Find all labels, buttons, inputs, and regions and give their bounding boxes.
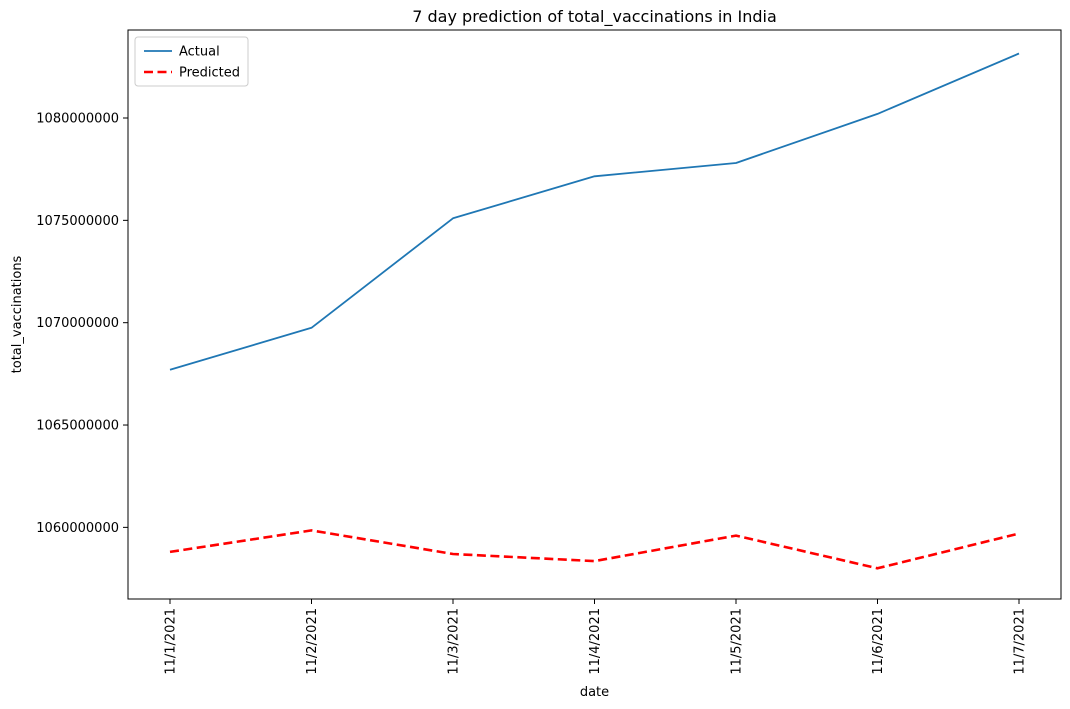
y-axis-title: total_vaccinations (10, 255, 25, 373)
legend: Actual Predicted (134, 36, 249, 87)
y-axis: 1060000000 1065000000 1070000000 1075000000… (36, 112, 128, 536)
x-tick-label: 11/2/2021 (305, 608, 320, 675)
legend-label-actual: Actual (179, 45, 220, 60)
x-tick-label: 11/4/2021 (588, 608, 603, 675)
x-tick-label: 11/5/2021 (730, 608, 745, 675)
x-tick-label: 11/1/2021 (164, 608, 179, 675)
series-line-actual (169, 52, 1020, 371)
x-axis: 11/1/2021 11/2/2021 11/3/2021 11/4/2021 11/5… (164, 599, 1028, 675)
y-tick-label: 1070000000 (36, 316, 119, 331)
legend-box (134, 36, 249, 87)
x-tick-label: 11/6/2021 (871, 608, 886, 675)
y-tick-label: 1065000000 (36, 419, 119, 434)
x-axis-title: date (580, 685, 609, 700)
x-tick-label: 11/7/2021 (1013, 608, 1028, 675)
y-tick-label: 1060000000 (36, 521, 119, 536)
series-layer (169, 52, 1020, 570)
y-tick-label: 1080000000 (36, 112, 119, 127)
legend-label-predicted: Predicted (179, 66, 240, 81)
series-line-predicted (169, 529, 1020, 570)
y-tick-label: 1075000000 (36, 214, 119, 229)
plot-frame (127, 29, 1062, 600)
x-tick-label: 11/3/2021 (447, 608, 462, 675)
chart-title: 7 day prediction of total_vaccinations i… (412, 7, 777, 27)
